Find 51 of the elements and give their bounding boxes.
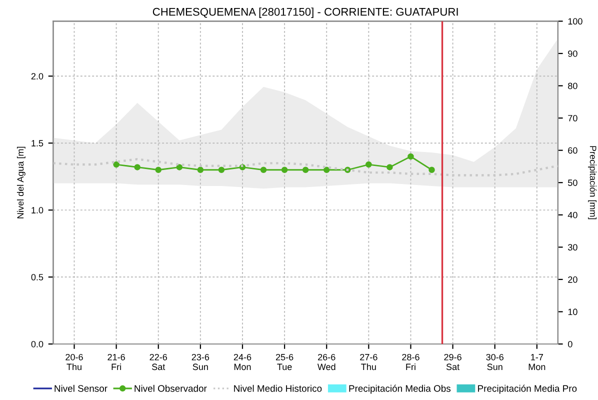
- legend-label: Precipitación Media Obs: [349, 384, 451, 394]
- x-tick-label: 28-6 Fri: [402, 354, 420, 370]
- point: [281, 166, 288, 173]
- x-tick-label: 22-6 Sat: [150, 354, 168, 370]
- y2-tick-label: 20: [568, 276, 578, 283]
- y2-tick-label: 100: [568, 18, 582, 25]
- x-tick-label: 23-6 Sun: [192, 354, 210, 370]
- y2-tick-label: 0: [568, 340, 572, 348]
- y2-tick-label: 90: [568, 50, 578, 57]
- y-tick-label: 0.5: [31, 274, 44, 280]
- point: [428, 166, 435, 173]
- chart-title: CHEMESQUEMENA [28017150] - CORRIENTE: GUATAPURI: [152, 8, 458, 18]
- y2-tick-label: 50: [568, 180, 578, 186]
- y-tick-label: 1.5: [32, 140, 44, 146]
- legend-label: Nivel Medio Historico: [234, 384, 322, 392]
- point: [408, 153, 414, 160]
- point: [176, 164, 183, 170]
- y2-tick-label: 60: [568, 147, 578, 154]
- line-series: [53, 158, 558, 176]
- y2-tick-label: 30: [568, 244, 578, 251]
- point: [134, 164, 140, 170]
- point: [113, 161, 120, 168]
- x-tick-label: 26-6 Wed: [317, 354, 336, 370]
- x-tick-label: 25-6 Tue: [276, 354, 294, 370]
- y2-axis-title: Precipitación [mm]: [588, 146, 597, 220]
- y2-tick-label: 40: [568, 212, 578, 218]
- legend-label: Nivel Sensor: [54, 384, 108, 392]
- point: [302, 166, 309, 173]
- x-tick-label: 29-6 Sat: [444, 354, 462, 370]
- y2-tick-label: 10: [568, 308, 578, 316]
- point: [197, 166, 204, 173]
- point: [260, 166, 267, 173]
- legend-label: Nivel Observador: [134, 384, 207, 392]
- x-tick-label: 1-7 Mon: [528, 354, 546, 370]
- y-tick-label: 2.0: [31, 73, 44, 80]
- point: [386, 164, 393, 170]
- point: [323, 166, 330, 173]
- y2-tick-label: 80: [568, 82, 578, 90]
- x-tick-label: 24-6 Mon: [234, 354, 252, 370]
- y-tick-label: 0.0: [31, 340, 44, 348]
- x-tick-label: 20-6 Thu: [66, 354, 83, 370]
- point: [218, 166, 225, 173]
- point: [366, 161, 372, 168]
- y-axis-title: Nivel del Agua [m]: [16, 146, 26, 218]
- x-tick-label: 30-6 Sun: [486, 354, 504, 370]
- y-tick-label: 1.0: [32, 207, 44, 214]
- legend-label: Precipitación Media Pro: [478, 384, 577, 394]
- x-tick-label: 21-6 Fri: [108, 354, 125, 370]
- x-tick-label: 27-6 Thu: [360, 354, 378, 370]
- y2-tick-label: 70: [568, 115, 578, 122]
- point: [155, 166, 162, 173]
